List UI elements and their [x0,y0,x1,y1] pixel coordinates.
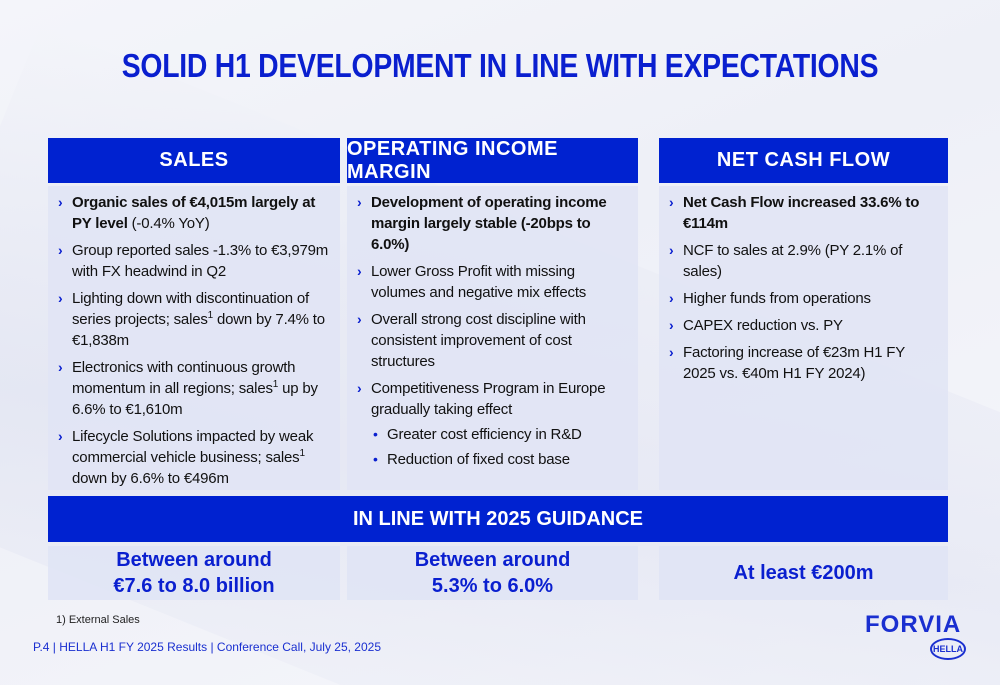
chevron-right-icon: › [357,263,362,279]
sales-panel: › Organic sales of €4,015m largely at PY … [48,186,340,490]
guidance-ncf: At least €200m [659,546,948,600]
ncf-bullet: › Net Cash Flow increased 33.6% to €114m [669,194,920,232]
chevron-right-icon: › [58,428,63,444]
chevron-right-icon: › [357,311,362,327]
page-footer: P.4 | HELLA H1 FY 2025 Results | Confere… [33,640,381,654]
chevron-right-icon: › [58,242,63,258]
footnote: 1) External Sales [56,614,140,626]
margin-sub-bullet: • Greater cost efficiency in R&D [373,426,582,443]
margin-bullet: › Development of operating income margin … [357,194,607,253]
margin-bullet: › Competitiveness Program in Europe gradu… [357,378,628,470]
operating-income-margin-header: OPERATING INCOME MARGIN [347,138,638,183]
chevron-right-icon: › [58,194,63,210]
footnote-ref: 1 [299,448,305,459]
operating-income-margin-panel: › Development of operating income margin … [347,186,638,490]
chevron-right-icon: › [357,194,362,210]
sales-bullet: › Group reported sales -1.3% to €3,979m w… [58,242,329,280]
margin-bullet: › Overall strong cost discipline with con… [357,311,586,370]
sales-bullet: › Electronics with continuous growth mome… [58,359,318,418]
ncf-bullet: › CAPEX reduction vs. PY [669,317,843,334]
sales-bullet: › Lighting down with discontinuation of s… [58,290,325,349]
guidance-sales: Between around €7.6 to 8.0 billion [48,546,340,600]
ncf-bullet: › Factoring increase of €23m H1 FY 2025 v… [669,344,905,382]
bullet-dot-icon: • [373,426,378,442]
hella-logo: HELLA [930,638,966,660]
bullet-dot-icon: • [373,451,378,467]
chevron-right-icon: › [669,290,674,306]
chevron-right-icon: › [669,317,674,333]
sales-header: SALES [48,138,340,183]
guidance-margin: Between around 5.3% to 6.0% [347,546,638,600]
chevron-right-icon: › [669,344,674,360]
forvia-logo: FORVIA [865,611,962,638]
chevron-right-icon: › [357,380,362,396]
ncf-bullet: › NCF to sales at 2.9% (PY 2.1% of sales) [669,242,903,280]
guidance-header: IN LINE WITH 2025 GUIDANCE [48,496,948,542]
footnote-ref: 1 [272,379,279,390]
page-title: SOLID H1 DEVELOPMENT IN LINE WITH EXPECT… [121,47,879,84]
margin-sub-bullet: • Reduction of fixed cost base [373,451,570,468]
chevron-right-icon: › [58,290,63,306]
sales-bullet: › Organic sales of €4,015m largely at PY … [58,194,316,232]
net-cash-flow-panel: › Net Cash Flow increased 33.6% to €114m … [659,186,948,490]
net-cash-flow-header: NET CASH FLOW [659,138,948,183]
sales-bullet: › Lifecycle Solutions impacted by weak co… [58,428,314,487]
ncf-bullet: › Higher funds from operations [669,290,871,307]
margin-bullet: › Lower Gross Profit with missing volumes… [357,263,587,301]
footnote-ref: 1 [207,310,214,321]
chevron-right-icon: › [669,194,674,210]
chevron-right-icon: › [669,242,674,258]
chevron-right-icon: › [58,359,63,375]
